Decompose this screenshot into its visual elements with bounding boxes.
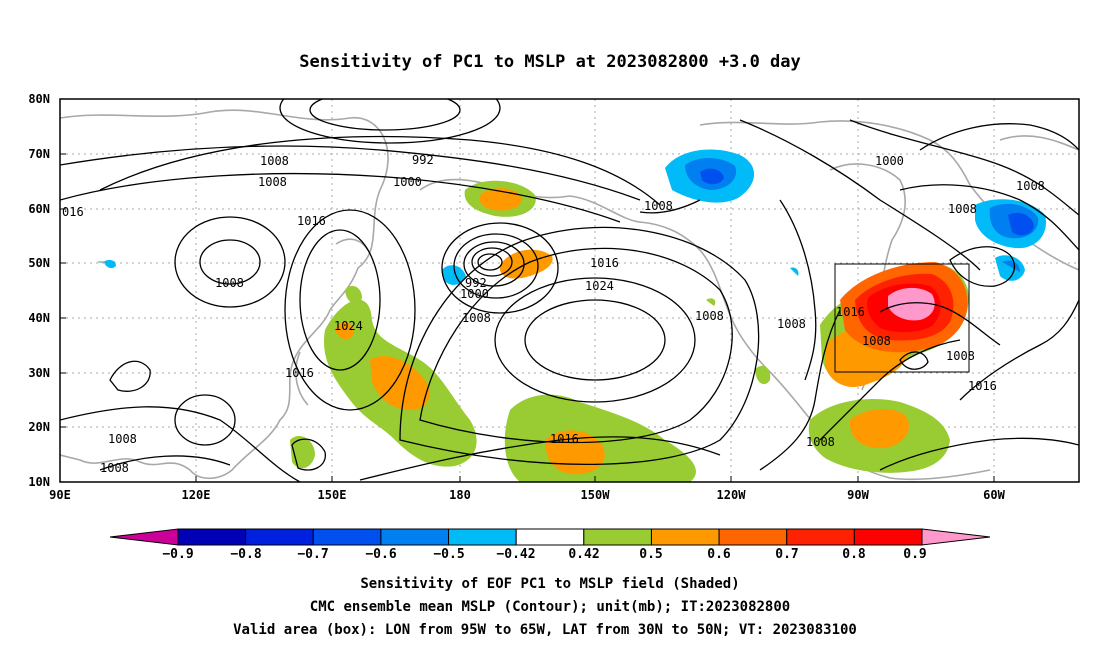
colorbar-right-triangle	[921, 528, 991, 546]
lat-label: 10N	[28, 475, 50, 489]
contour-labels: 1008 992 1000 1008 1000 016 1016 1008 10…	[62, 153, 1045, 475]
axis-ticks	[60, 98, 995, 482]
colorbar-cells	[177, 528, 923, 546]
contour-label: 992	[465, 276, 487, 290]
colorbar-cell	[650, 528, 720, 546]
colorbar-label: −0.5	[433, 547, 464, 562]
contour-label: 1016	[550, 432, 579, 446]
lon-label: 90E	[49, 488, 71, 502]
contour-label: 1016	[285, 366, 314, 380]
lat-label: 50N	[28, 256, 50, 270]
contour-label: 1000	[875, 154, 904, 168]
colorbar-cell	[312, 528, 382, 546]
colorbar-cell	[448, 528, 517, 546]
lat-label: 60N	[28, 202, 50, 216]
colorbar-cell	[380, 528, 450, 546]
contour-label: 1000	[393, 175, 422, 189]
footer-line-2: CMC ensemble mean MSLP (Contour); unit(m…	[310, 599, 790, 615]
contour-label: 1008	[946, 349, 975, 363]
lat-label: 30N	[28, 366, 50, 380]
footer-line-3: Valid area (box): LON from 95W to 65W, L…	[233, 622, 857, 638]
contour-label: 1008	[260, 154, 289, 168]
colorbar: −0.9 −0.8 −0.7 −0.6 −0.5 −0.42 0.42 0.5 …	[109, 528, 991, 562]
lon-labels: 90E 120E 150E 180 150W 120W 90W 60W	[49, 488, 1005, 502]
contour-label: 1016	[968, 379, 997, 393]
map-frame	[59, 98, 1080, 483]
chart-title: Sensitivity of PC1 to MSLP at 2023082800…	[299, 52, 801, 72]
lon-label: 60W	[983, 488, 1005, 502]
footer: Sensitivity of EOF PC1 to MSLP field (Sh…	[233, 576, 857, 638]
colorbar-cell	[583, 528, 652, 546]
colorbar-cell	[853, 528, 923, 546]
colorbar-label: 0.6	[707, 547, 731, 562]
lat-label: 80N	[28, 92, 50, 106]
colorbar-label: −0.9	[162, 547, 193, 562]
colorbar-cell	[515, 528, 585, 546]
lon-label: 120E	[182, 488, 211, 502]
contour-label: 1024	[334, 319, 363, 333]
contour-label: 992	[412, 153, 434, 167]
colorbar-label: 0.7	[775, 547, 798, 562]
contour-label: 1016	[590, 256, 619, 270]
contour-label: 1000	[460, 287, 489, 301]
contour-label: 1008	[100, 461, 129, 475]
contour-label: 016	[62, 205, 84, 219]
colorbar-label: −0.8	[230, 547, 261, 562]
lat-label: 70N	[28, 147, 50, 161]
lon-label: 180	[449, 488, 471, 502]
lat-label: 20N	[28, 420, 50, 434]
shading	[104, 149, 1046, 482]
lon-label: 90W	[847, 488, 869, 502]
contour-label: 1024	[585, 279, 614, 293]
colorbar-label: 0.8	[842, 547, 866, 562]
contour-label: 1008	[777, 317, 806, 331]
contour-label: 1008	[108, 432, 137, 446]
lat-labels: 80N 70N 60N 50N 40N 30N 20N 10N	[28, 92, 50, 489]
contour-label: 1008	[948, 202, 977, 216]
lon-label: 120W	[717, 488, 747, 502]
contour-label: 1008	[1016, 179, 1045, 193]
colorbar-label: 0.5	[639, 547, 662, 562]
lat-label: 40N	[28, 311, 50, 325]
contour-label: 1008	[644, 199, 673, 213]
valid-area-box	[834, 263, 970, 373]
colorbar-label: 0.9	[903, 547, 926, 562]
footer-line-1: Sensitivity of EOF PC1 to MSLP field (Sh…	[360, 576, 739, 592]
colorbar-label: −0.7	[297, 547, 328, 562]
colorbar-label: −0.6	[365, 547, 396, 562]
colorbar-labels: −0.9 −0.8 −0.7 −0.6 −0.5 −0.42 0.42 0.5 …	[162, 547, 926, 562]
colorbar-label: −0.42	[496, 547, 535, 562]
contour-label: 1008	[695, 309, 724, 323]
colorbar-cell	[177, 528, 247, 546]
contour-label: 1008	[806, 435, 835, 449]
mslp-contours	[60, 99, 1079, 482]
contour-label: 1008	[862, 334, 891, 348]
colorbar-cell	[245, 528, 314, 546]
contour-label: 1016	[297, 214, 326, 228]
contour-label: 1008	[258, 175, 287, 189]
map-area: 1008 992 1000 1008 1000 016 1016 1008 10…	[60, 99, 1079, 482]
colorbar-left-triangle	[109, 528, 179, 546]
lon-label: 150E	[318, 488, 347, 502]
lon-label: 150W	[581, 488, 611, 502]
colorbar-cell	[786, 528, 855, 546]
contour-label: 1016	[836, 305, 865, 319]
contour-label: 1008	[462, 311, 491, 325]
contour-label: 1008	[215, 276, 244, 290]
colorbar-label: 0.42	[568, 547, 599, 562]
colorbar-cell	[718, 528, 788, 546]
